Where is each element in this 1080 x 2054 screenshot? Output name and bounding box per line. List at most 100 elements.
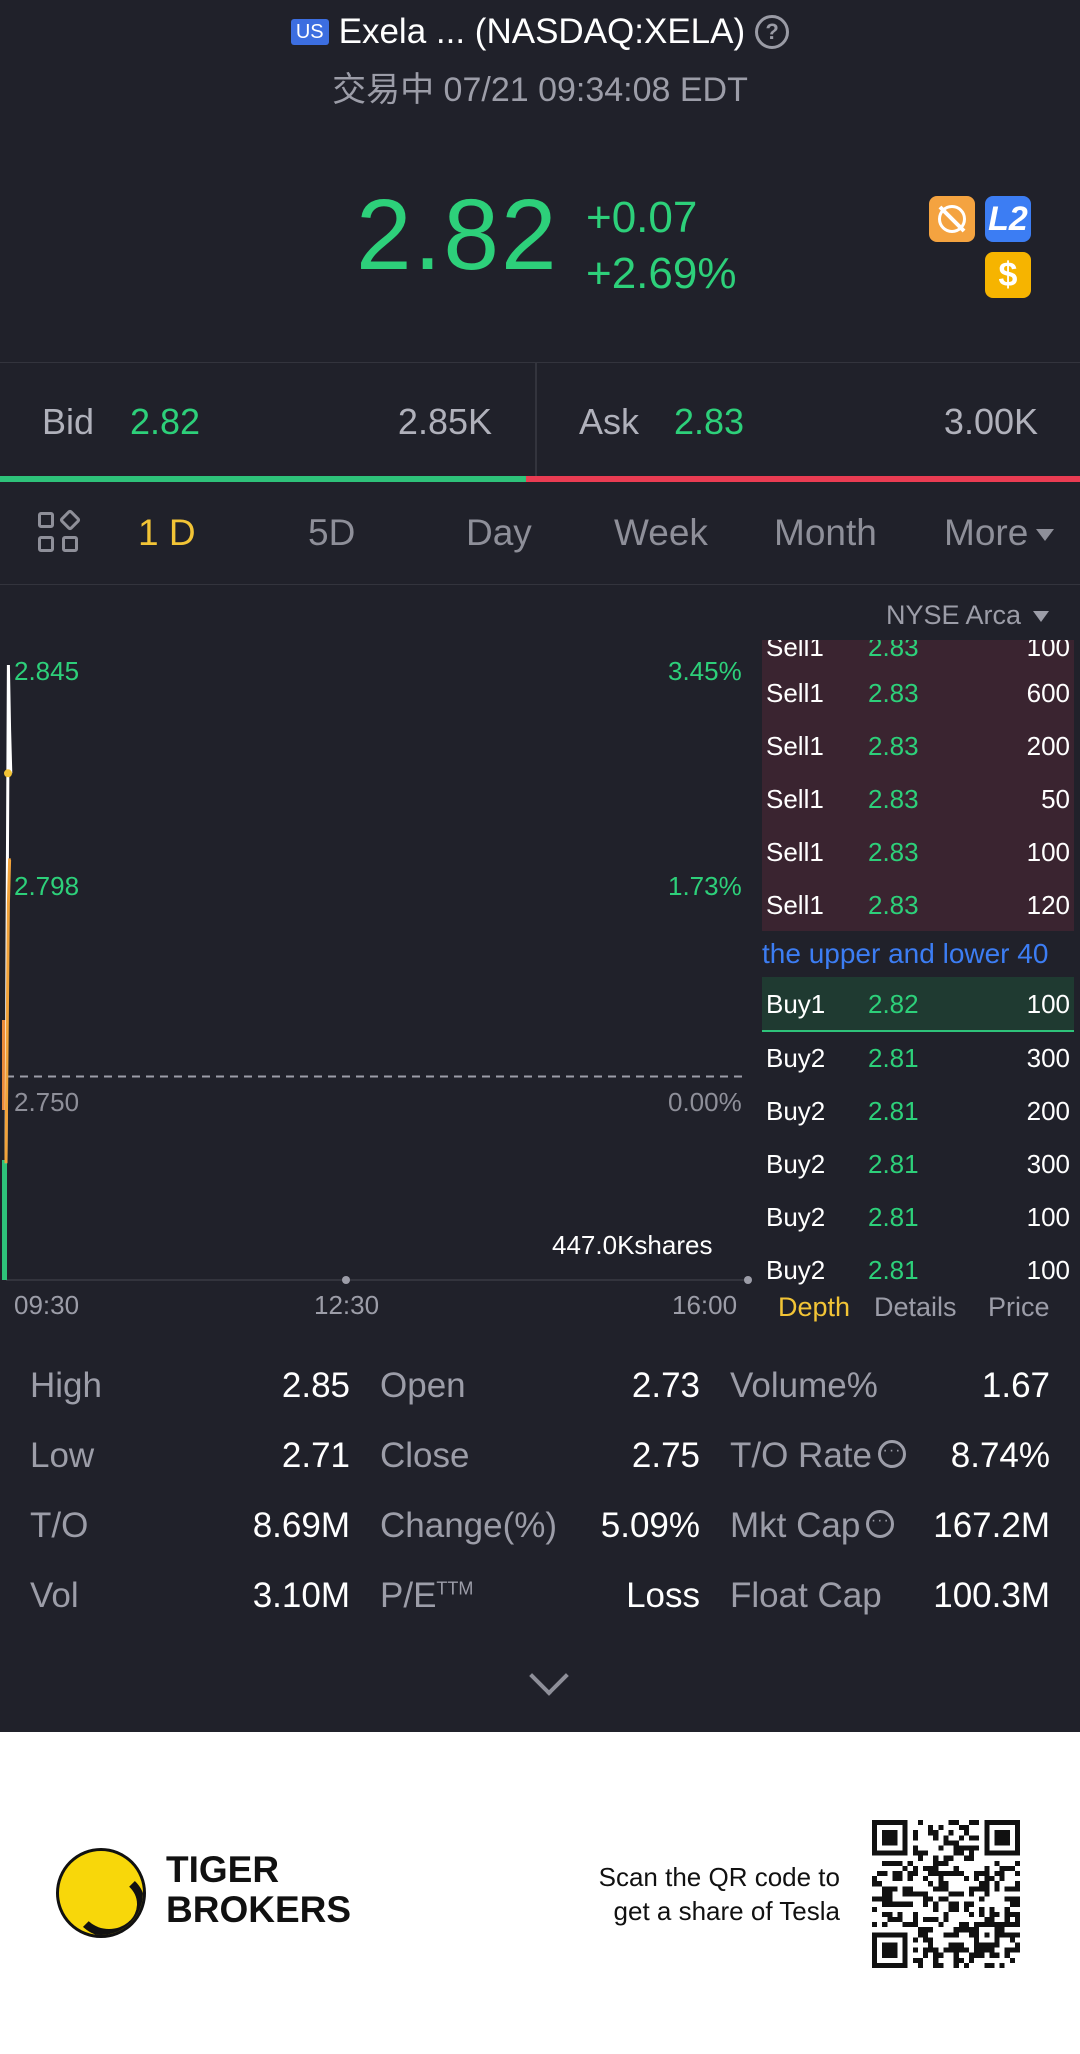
qr-module <box>994 1860 1000 1866</box>
qr-module <box>907 1891 913 1897</box>
depth-range-notice: the upper and lower 40 <box>762 938 1049 969</box>
tab-price[interactable]: Price <box>988 1292 1050 1322</box>
row-price: 2.83 <box>868 837 919 867</box>
qr-module <box>943 1881 949 1887</box>
row-side: Sell1 <box>766 640 824 662</box>
qr-module <box>912 1830 918 1836</box>
qr-module <box>933 1906 939 1912</box>
row-qty: 300 <box>1026 1149 1070 1179</box>
tab-1d[interactable]: 1 D <box>138 512 196 553</box>
expand-chevron-icon[interactable] <box>529 1656 569 1696</box>
qr-module <box>958 1942 964 1948</box>
qr-module <box>974 1952 980 1958</box>
qr-code[interactable] <box>872 1820 1020 1968</box>
row-side: Sell1 <box>766 731 824 761</box>
qr-module <box>984 1962 990 1968</box>
qr-module <box>1014 1932 1020 1938</box>
tab-day[interactable]: Day <box>466 512 532 553</box>
qr-module <box>1004 1952 1010 1958</box>
qr-module <box>912 1835 918 1841</box>
qr-module <box>872 1906 878 1912</box>
qr-module <box>943 1860 949 1866</box>
qr-module <box>923 1952 929 1958</box>
tab-depth[interactable]: Depth <box>778 1292 851 1322</box>
qr-module <box>928 1927 934 1933</box>
qr-finder <box>882 1830 898 1846</box>
qr-module <box>963 1962 969 1968</box>
level2-icon[interactable]: L2 <box>985 196 1031 242</box>
row-side: Buy2 <box>766 1255 826 1285</box>
row-qty: 200 <box>1026 1096 1070 1126</box>
qr-module <box>912 1937 918 1943</box>
qr-module <box>1009 1957 1015 1963</box>
qr-module <box>917 1927 924 1933</box>
pct-tick-label: 3.45% <box>668 656 742 686</box>
qr-module <box>917 1891 924 1897</box>
qr-finder <box>882 1942 898 1958</box>
scan-prompt: Scan the QR code to get a share of Tesla <box>572 1860 840 1928</box>
qr-module <box>912 1891 918 1897</box>
qr-module <box>943 1886 949 1892</box>
qr-module <box>963 1947 969 1953</box>
qr-module <box>912 1911 918 1917</box>
volume-bar <box>2 1160 7 1280</box>
tab-details[interactable]: Details <box>874 1292 957 1322</box>
more-info-icon[interactable]: ··· <box>866 1510 895 1538</box>
qr-module <box>984 1891 990 1897</box>
row-side: Buy2 <box>766 1149 826 1179</box>
layout-grid-icon[interactable] <box>38 508 82 556</box>
order-book-row: Sell1 2.83 600 <box>762 666 1074 719</box>
qr-module <box>958 1927 964 1933</box>
scan-line: Scan the QR code to <box>598 1862 840 1892</box>
no-short-icon[interactable] <box>929 196 975 242</box>
qr-module <box>999 1922 1005 1928</box>
dollar-icon[interactable]: $ <box>985 252 1031 298</box>
promo-footer: TIGER BROKERS Scan the QR code to get a … <box>0 1732 1080 2054</box>
stat-label-with-info: Mkt Cap ··· <box>730 1506 895 1546</box>
exchange-selector[interactable]: NYSE Arca <box>886 600 1050 631</box>
qr-module <box>994 1886 1000 1892</box>
more-info-icon[interactable]: ··· <box>877 1440 906 1468</box>
qr-module <box>1009 1922 1015 1928</box>
qr-module <box>938 1845 944 1851</box>
qr-module <box>979 1871 985 1877</box>
change-value: +0.07 <box>586 193 698 242</box>
qr-module <box>912 1947 918 1953</box>
time-tick-dot <box>342 1276 350 1284</box>
change-percent: +2.69% <box>586 249 737 298</box>
qr-module <box>912 1865 918 1872</box>
qr-module <box>938 1825 944 1831</box>
qr-module <box>892 1876 898 1882</box>
qr-module <box>882 1896 888 1902</box>
time-tick-label: 12:30 <box>314 1290 380 1320</box>
tab-week[interactable]: Week <box>614 512 708 553</box>
qr-module <box>968 1820 975 1826</box>
qr-module <box>948 1942 954 1948</box>
tab-5d[interactable]: 5D <box>308 512 356 553</box>
help-icon[interactable]: ? <box>755 15 790 49</box>
last-price: 2.82 <box>356 179 559 291</box>
qr-module <box>989 1962 995 1968</box>
row-side: Sell1 <box>766 837 824 867</box>
intraday-chart[interactable] <box>0 640 760 1300</box>
stock-title[interactable]: Exela ... (NASDAQ:XELA) <box>338 12 746 51</box>
qr-module <box>953 1901 959 1907</box>
qr-module <box>953 1947 959 1953</box>
qr-module <box>882 1911 888 1917</box>
quote-screen: US Exela ... (NASDAQ:XELA) ? 交易中 07/21 0… <box>0 0 1080 1732</box>
stat-label: P/E <box>380 1576 437 1615</box>
qr-module <box>902 1886 908 1892</box>
qr-module <box>912 1871 918 1877</box>
stat-label: Close <box>380 1436 470 1475</box>
current-price-dot <box>4 769 12 778</box>
qr-module <box>953 1952 959 1958</box>
stat-label: Low <box>30 1436 95 1475</box>
qr-module <box>1009 1947 1015 1953</box>
row-price: 2.83 <box>868 678 919 708</box>
qr-module <box>989 1952 995 1958</box>
tab-month[interactable]: Month <box>774 512 877 553</box>
qr-module <box>953 1850 959 1856</box>
qr-module <box>963 1876 969 1882</box>
tab-more[interactable]: More <box>944 512 1055 554</box>
stat-value: 2.85 <box>281 1366 350 1405</box>
